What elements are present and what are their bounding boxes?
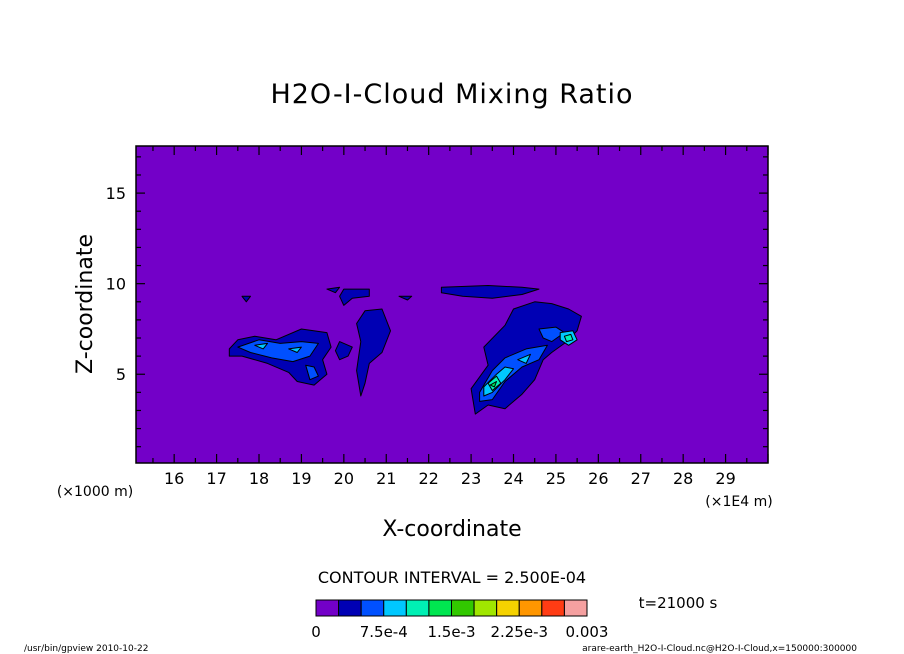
- x-tick-label: 19: [291, 469, 311, 488]
- contour-region-7: [440, 285, 540, 299]
- colorbar-swatch-4: [405, 599, 430, 617]
- x-tick-label: 21: [376, 469, 396, 488]
- contour-region-20: [489, 381, 497, 388]
- plot-area: 16 17 18 19 20 21 22 23 24 25 26 27 28 29 5 10 15: [106, 145, 769, 488]
- colorbar-label: 0: [311, 623, 321, 641]
- contour-region-6: [241, 295, 251, 303]
- contour-region-12: [538, 326, 565, 343]
- colorbar-swatch-0: [315, 599, 340, 617]
- x-axis-label: X-coordinate: [382, 517, 521, 542]
- contour-region-3: [339, 288, 370, 306]
- colorbar-label: 2.25e-3: [490, 623, 548, 641]
- x-tick-label: 24: [503, 469, 523, 488]
- colorbar-swatch-2: [360, 599, 385, 617]
- colorbar-label: 1.5e-3: [427, 623, 475, 641]
- contour-region-19: [563, 333, 574, 343]
- colorbar-swatch-9: [518, 599, 543, 617]
- colorbar: [315, 599, 588, 617]
- x-axis-ticks: 16 17 18 19 20 21 22 23 24 25 26 27 28 29: [152, 146, 769, 488]
- plot-background: [136, 146, 768, 463]
- y-axis-label: Z-coordinate: [73, 234, 98, 374]
- colorbar-label: 7.5e-4: [360, 623, 408, 641]
- contour-region-2: [334, 341, 353, 361]
- y-tick-label: 5: [116, 365, 126, 384]
- x-unit-label: (×1E4 m): [705, 494, 772, 510]
- x-tick-label: 23: [461, 469, 481, 488]
- colorbar-label: 0.003: [566, 623, 609, 641]
- y-unit-label: (×1000 m): [57, 484, 133, 500]
- contour-regions: [228, 285, 582, 415]
- contour-region-10: [305, 364, 319, 381]
- y-axis-ticks: 5 10 15: [106, 156, 768, 448]
- contour-region-5: [398, 295, 413, 301]
- time-label: t=21000 s: [639, 594, 718, 612]
- colorbar-swatch-7: [473, 599, 498, 617]
- contour-region-14: [288, 346, 302, 353]
- contour-region-4: [326, 286, 341, 294]
- footer-right-text: arare-earth_H2O-I-Cloud.nc@H2O-I-Cloud,x…: [582, 644, 857, 654]
- contour-region-17: [517, 353, 531, 364]
- x-tick-label: 22: [418, 469, 438, 488]
- footer-left-text: /usr/bin/gpview 2010-10-22: [24, 644, 148, 654]
- plot-frame: [135, 145, 769, 464]
- x-tick-label: 20: [334, 469, 354, 488]
- chart-title: H2O-I-Cloud Mixing Ratio: [270, 79, 633, 110]
- contour-region-13: [254, 342, 268, 350]
- colorbar-swatch-3: [383, 599, 407, 617]
- x-tick-label: 17: [206, 469, 226, 488]
- contour-interval-text: CONTOUR INTERVAL = 2.500E-04: [318, 568, 586, 587]
- x-tick-label: 18: [249, 469, 269, 488]
- colorbar-swatch-11: [563, 599, 588, 617]
- x-tick-label: 16: [164, 469, 184, 488]
- x-tick-label: 25: [546, 469, 566, 488]
- colorbar-swatch-1: [338, 599, 362, 617]
- x-tick-label: 27: [631, 469, 651, 488]
- colorbar-labels: 0 7.5e-4 1.5e-3 2.25e-3 0.003: [311, 623, 608, 641]
- x-tick-label: 28: [673, 469, 693, 488]
- y-tick-label: 10: [106, 275, 126, 294]
- x-tick-label: 26: [588, 469, 608, 488]
- colorbar-swatch-5: [428, 599, 452, 617]
- contour-region-1: [356, 308, 391, 397]
- colorbar-swatch-10: [541, 599, 565, 617]
- colorbar-swatch-6: [451, 599, 475, 617]
- y-tick-label: 15: [106, 184, 126, 203]
- colorbar-swatch-8: [496, 599, 520, 617]
- x-tick-label: 29: [715, 469, 735, 488]
